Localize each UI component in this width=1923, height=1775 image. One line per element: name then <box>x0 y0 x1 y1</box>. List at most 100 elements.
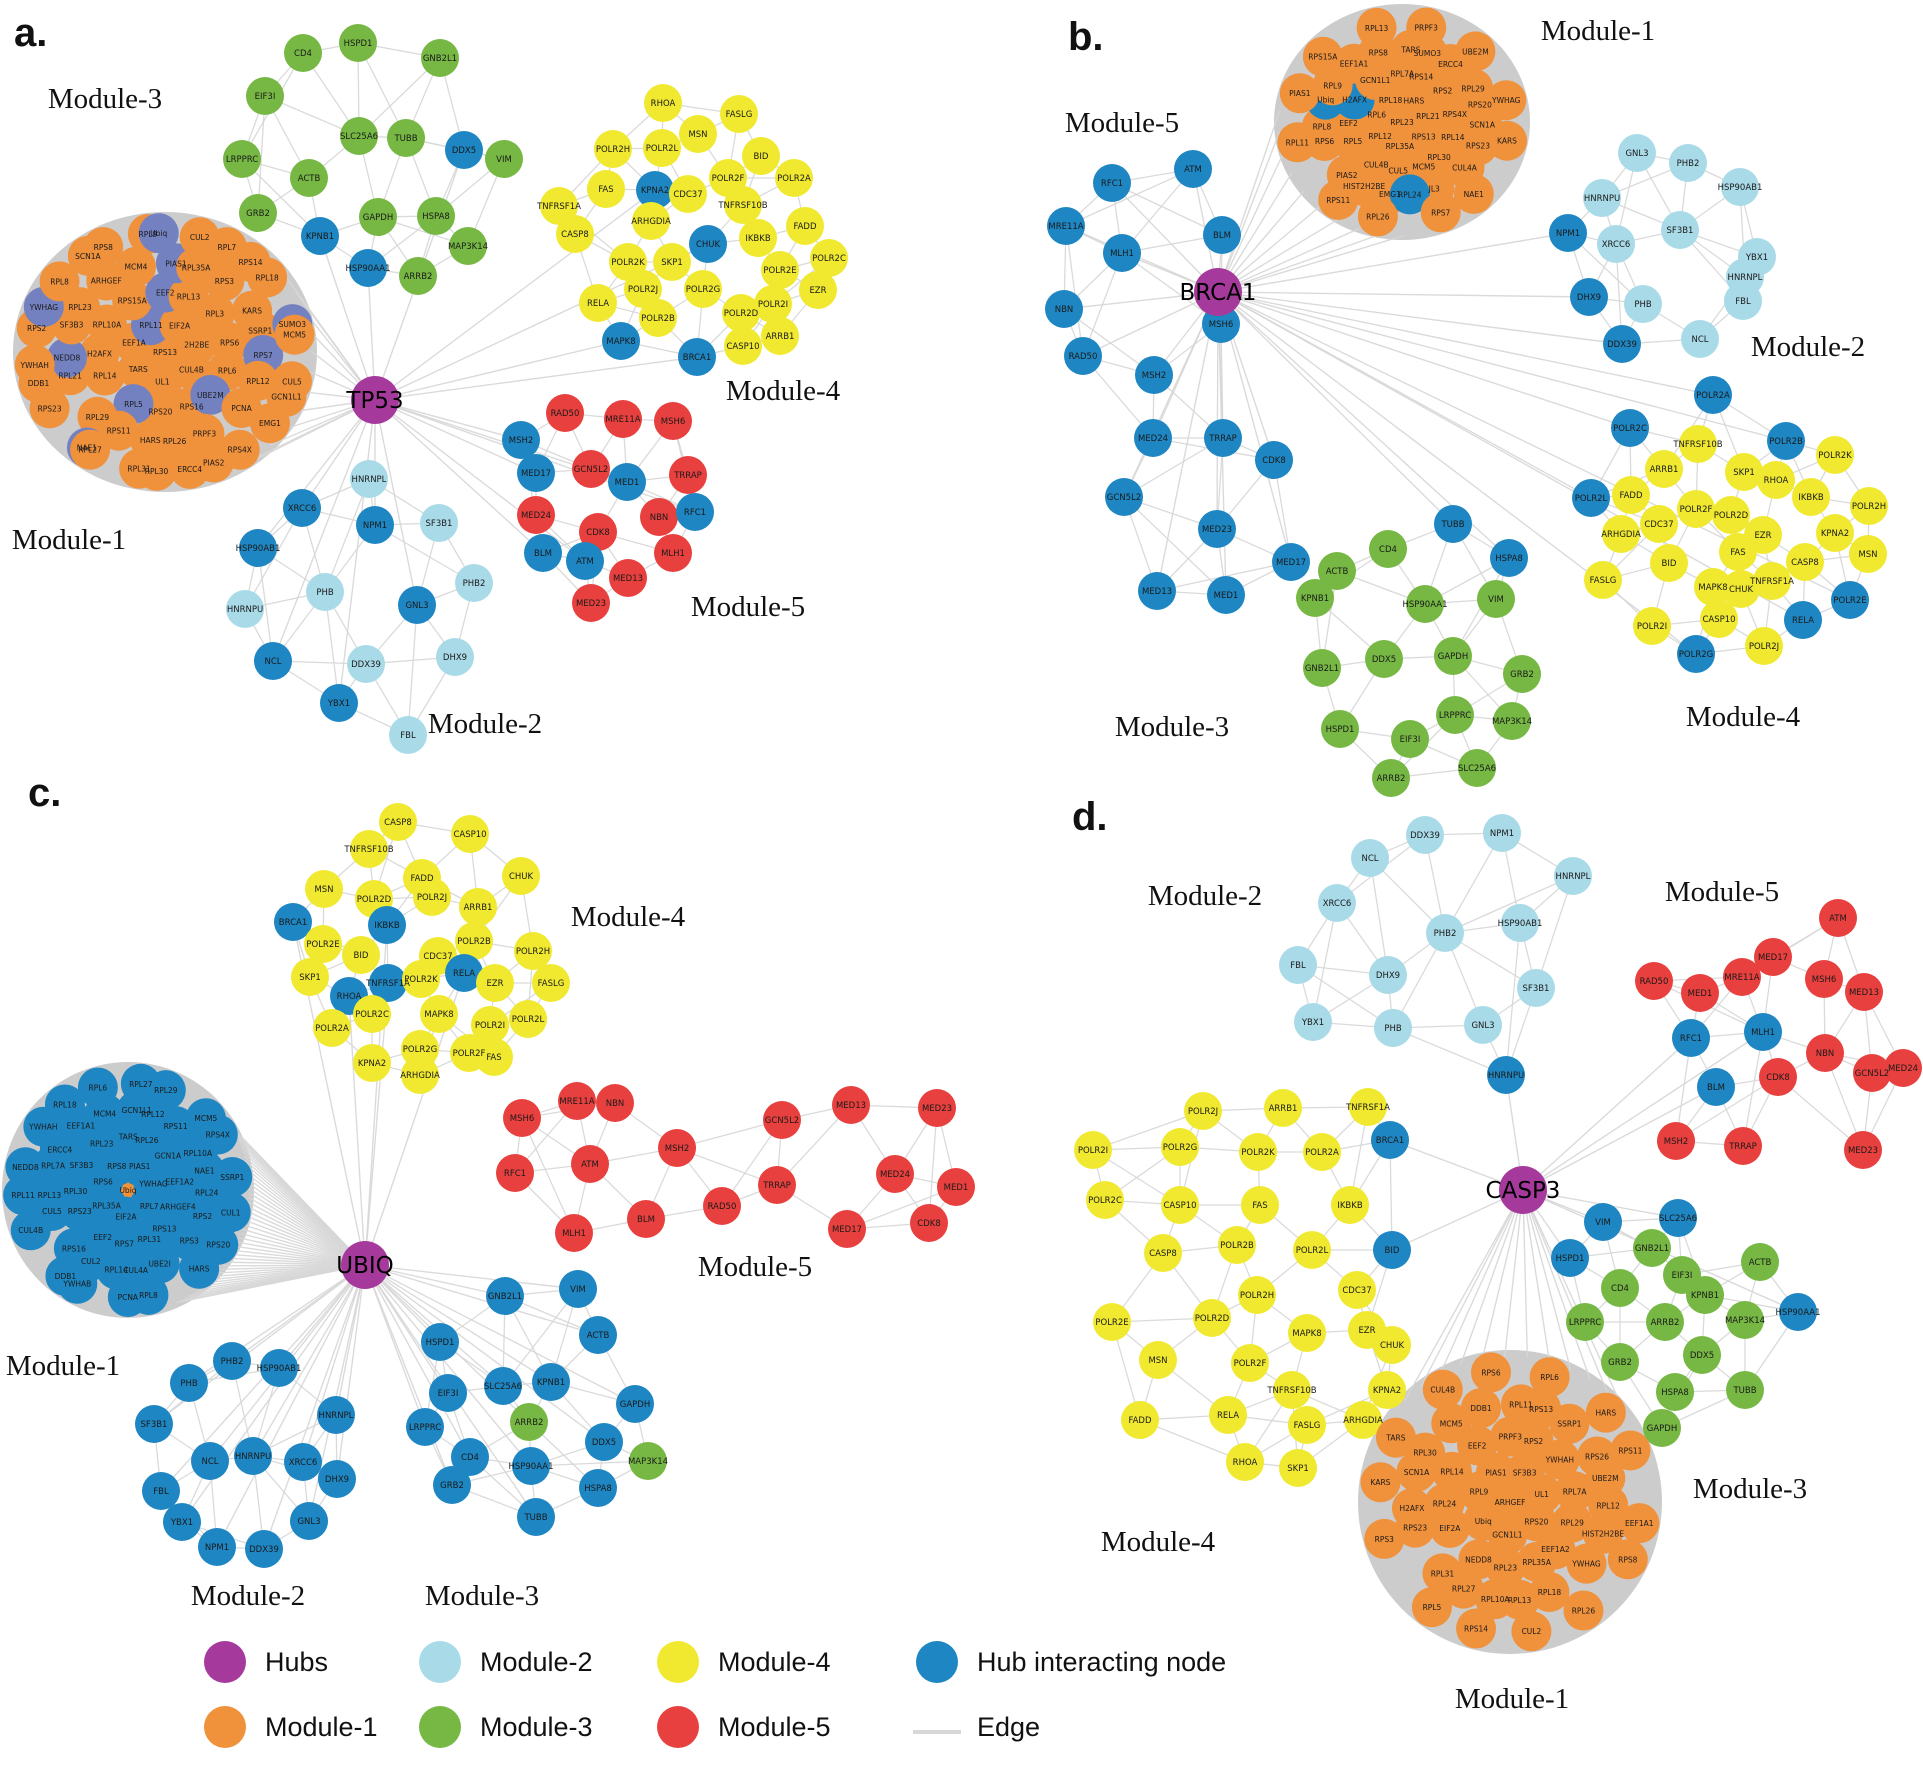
node-EMG1[interactable] <box>249 403 290 444</box>
node-HSPD1[interactable] <box>1551 1239 1589 1277</box>
node-KPNA2[interactable] <box>1816 514 1854 552</box>
node-MAP3K14[interactable] <box>449 227 487 265</box>
node-CD4[interactable] <box>451 1438 489 1476</box>
node-RAD50[interactable] <box>703 1187 741 1225</box>
node-SKP1[interactable] <box>1725 453 1763 491</box>
node-HNRNPU[interactable] <box>234 1437 272 1475</box>
node-MED1[interactable] <box>1207 576 1245 614</box>
node-POLR2A[interactable] <box>313 1009 351 1047</box>
node-CASP10[interactable] <box>451 815 489 853</box>
node-CASP10[interactable] <box>1700 600 1738 638</box>
node-POLR2F[interactable] <box>1231 1344 1269 1382</box>
node-LRPPRC[interactable] <box>406 1408 444 1446</box>
node-SKP1[interactable] <box>653 243 691 281</box>
node-MED23[interactable] <box>572 584 610 622</box>
node-POLR2I[interactable] <box>754 285 792 323</box>
node-NBN[interactable] <box>596 1084 634 1122</box>
node-FAS[interactable] <box>475 1038 513 1076</box>
node-MED23[interactable] <box>1198 510 1236 548</box>
node-CASP8[interactable] <box>556 215 594 253</box>
node-ARHGDIA[interactable] <box>1602 515 1640 553</box>
node-POLR2A[interactable] <box>1694 376 1732 414</box>
node-Ubiq[interactable] <box>1463 1500 1504 1541</box>
node-ATM[interactable] <box>1174 150 1212 188</box>
node-HARS[interactable] <box>179 1248 220 1289</box>
node-CDC37[interactable] <box>1338 1271 1376 1309</box>
node-RPL31[interactable] <box>119 448 160 489</box>
node-FASLG[interactable] <box>1288 1406 1326 1444</box>
node-RFC1[interactable] <box>676 493 714 531</box>
node-EIF3I[interactable] <box>246 77 284 115</box>
node-MAP3K14[interactable] <box>629 1442 667 1480</box>
node-BID[interactable] <box>342 936 380 974</box>
node-GNL3[interactable] <box>1464 1006 1502 1044</box>
node-HSP90AB1[interactable] <box>239 529 277 567</box>
node-H2AFX[interactable] <box>1391 1488 1432 1529</box>
node-POLR2A[interactable] <box>775 159 813 197</box>
hub-node-BRCA1[interactable] <box>1194 268 1242 316</box>
node-POLR2C[interactable] <box>1611 409 1649 447</box>
node-XRCC6[interactable] <box>284 1443 322 1481</box>
node-LRPPRC[interactable] <box>1436 696 1474 734</box>
node-MSN[interactable] <box>1139 1341 1177 1379</box>
node-RFC1[interactable] <box>1093 164 1131 202</box>
node-BLM[interactable] <box>1697 1068 1735 1106</box>
node-BRCA1[interactable] <box>1371 1121 1409 1159</box>
node-POLR2L[interactable] <box>1572 479 1610 517</box>
node-PHB[interactable] <box>1624 285 1662 323</box>
node-FADD[interactable] <box>786 207 824 245</box>
node-MRE11A[interactable] <box>1723 958 1761 996</box>
node-ARRB1[interactable] <box>1264 1089 1302 1127</box>
node-PRPF3[interactable] <box>1406 7 1447 48</box>
node-CDC37[interactable] <box>669 175 707 213</box>
node-KPNB1[interactable] <box>301 217 339 255</box>
node-KPNA2[interactable] <box>353 1044 391 1082</box>
node-ACTB[interactable] <box>1318 552 1356 590</box>
node-HNRNPL[interactable] <box>1554 857 1592 895</box>
node-POLR2B[interactable] <box>639 299 677 337</box>
node-NCL[interactable] <box>1351 839 1389 877</box>
node-NAE1[interactable] <box>1453 173 1494 214</box>
node-FADD[interactable] <box>1121 1401 1159 1439</box>
node-POLR2G[interactable] <box>684 270 722 308</box>
node-DDX5[interactable] <box>585 1423 623 1461</box>
node-ARRB2[interactable] <box>399 257 437 295</box>
node-NCL[interactable] <box>191 1442 229 1480</box>
node-MCM5[interactable] <box>1431 1403 1472 1444</box>
node-SF3B1[interactable] <box>1517 969 1555 1007</box>
node-CHUK[interactable] <box>1722 570 1760 608</box>
node-YWHAH[interactable] <box>1539 1439 1580 1480</box>
node-ATM[interactable] <box>566 542 604 580</box>
node-CASP8[interactable] <box>1144 1234 1182 1272</box>
node-RELA[interactable] <box>445 954 483 992</box>
node-RPS6[interactable] <box>1470 1352 1511 1393</box>
node-POLR2A[interactable] <box>1303 1133 1341 1171</box>
node-SF3B1[interactable] <box>1661 211 1699 249</box>
node-NBN[interactable] <box>1806 1034 1844 1072</box>
node-CD4[interactable] <box>1369 530 1407 568</box>
node-RAD50[interactable] <box>1064 337 1102 375</box>
node-MSH2[interactable] <box>502 421 540 459</box>
node-TNFRSF1A[interactable] <box>1349 1088 1387 1126</box>
node-ACTB[interactable] <box>1741 1243 1779 1281</box>
node-MSN[interactable] <box>679 115 717 153</box>
node-NCL[interactable] <box>254 642 292 680</box>
node-DHX9[interactable] <box>318 1460 356 1498</box>
node-YWHAG[interactable] <box>1566 1543 1607 1584</box>
node-GNL3[interactable] <box>1618 134 1656 172</box>
node-GAPDH[interactable] <box>359 198 397 236</box>
node-GAPDH[interactable] <box>1434 637 1472 675</box>
node-TUBB[interactable] <box>1726 1371 1764 1409</box>
node-HSP90AA1[interactable] <box>512 1447 550 1485</box>
node-GCN5L2[interactable] <box>763 1101 801 1139</box>
node-RPL29[interactable] <box>77 396 118 437</box>
node-IKBKB[interactable] <box>1792 478 1830 516</box>
node-ERCC4[interactable] <box>169 448 210 489</box>
node-HSP90AB1[interactable] <box>1501 904 1539 942</box>
node-BLM[interactable] <box>627 1200 665 1238</box>
node-CUL4B[interactable] <box>10 1210 51 1251</box>
node-KPNB1[interactable] <box>1296 579 1334 617</box>
node-CDK8[interactable] <box>910 1204 948 1242</box>
node-MSH2[interactable] <box>658 1129 696 1167</box>
node-TARS[interactable] <box>1375 1417 1416 1458</box>
